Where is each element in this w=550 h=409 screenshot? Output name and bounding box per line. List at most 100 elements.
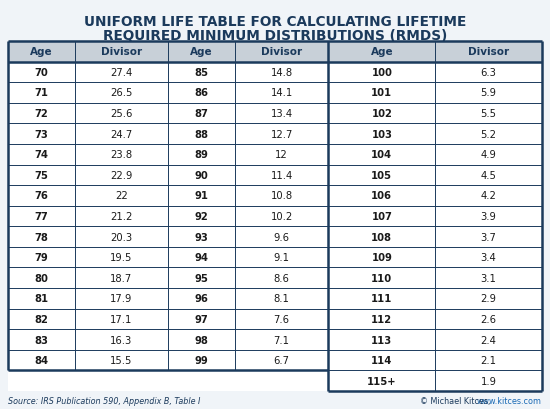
Bar — [235, 227, 328, 247]
Bar — [75, 206, 168, 227]
Bar — [435, 247, 542, 268]
Text: 9.6: 9.6 — [274, 232, 290, 242]
Text: 93: 93 — [195, 232, 208, 242]
Bar — [75, 371, 168, 391]
Text: 2.4: 2.4 — [481, 335, 497, 345]
Bar — [168, 268, 235, 288]
Text: 72: 72 — [35, 109, 48, 119]
Bar — [235, 83, 328, 103]
Bar — [235, 124, 328, 145]
Text: 79: 79 — [35, 253, 48, 263]
Text: 8.1: 8.1 — [274, 294, 290, 303]
Text: 111: 111 — [371, 294, 393, 303]
Bar — [75, 165, 168, 186]
Bar — [235, 247, 328, 268]
Text: 80: 80 — [35, 273, 48, 283]
Text: 24.7: 24.7 — [111, 129, 133, 139]
Text: Age: Age — [30, 47, 53, 57]
Text: © Michael Kitces,: © Michael Kitces, — [420, 397, 493, 405]
Bar — [168, 124, 235, 145]
Bar — [168, 309, 235, 329]
Bar — [328, 309, 435, 329]
Bar — [435, 103, 542, 124]
Text: 90: 90 — [195, 171, 208, 180]
Text: 77: 77 — [35, 211, 48, 221]
Bar — [328, 103, 435, 124]
Text: UNIFORM LIFE TABLE FOR CALCULATING LIFETIME: UNIFORM LIFE TABLE FOR CALCULATING LIFET… — [84, 15, 466, 29]
Text: 85: 85 — [195, 68, 208, 78]
Bar — [435, 350, 542, 371]
Text: 113: 113 — [371, 335, 392, 345]
Text: 109: 109 — [371, 253, 392, 263]
Text: 22: 22 — [115, 191, 128, 201]
Bar — [8, 268, 75, 288]
Text: 112: 112 — [371, 314, 392, 324]
Bar — [235, 329, 328, 350]
Bar — [328, 206, 435, 227]
Text: 78: 78 — [35, 232, 48, 242]
Text: 82: 82 — [35, 314, 48, 324]
Text: 4.9: 4.9 — [481, 150, 497, 160]
Bar — [75, 124, 168, 145]
Text: www.kitces.com: www.kitces.com — [477, 397, 542, 405]
Bar — [328, 83, 435, 103]
Text: 2.9: 2.9 — [481, 294, 497, 303]
Text: 9.1: 9.1 — [274, 253, 290, 263]
Bar — [235, 165, 328, 186]
Text: 81: 81 — [34, 294, 48, 303]
Text: Source: IRS Publication 590, Appendix B, Table I: Source: IRS Publication 590, Appendix B,… — [8, 397, 200, 405]
Bar — [8, 309, 75, 329]
Bar — [235, 186, 328, 206]
Bar — [75, 350, 168, 371]
Bar — [8, 165, 75, 186]
Text: 83: 83 — [35, 335, 48, 345]
Bar — [435, 268, 542, 288]
Bar — [8, 83, 75, 103]
Bar — [75, 288, 168, 309]
Bar — [435, 288, 542, 309]
Bar — [328, 371, 435, 391]
Bar — [435, 83, 542, 103]
Bar — [235, 288, 328, 309]
Text: 12.7: 12.7 — [271, 129, 293, 139]
Text: 7.1: 7.1 — [274, 335, 290, 345]
Bar — [435, 42, 542, 63]
Text: 14.8: 14.8 — [271, 68, 293, 78]
Bar — [75, 186, 168, 206]
Text: 3.1: 3.1 — [481, 273, 497, 283]
Text: Divisor: Divisor — [101, 47, 142, 57]
Text: 3.9: 3.9 — [481, 211, 497, 221]
Text: 23.8: 23.8 — [111, 150, 133, 160]
Text: 8.6: 8.6 — [274, 273, 290, 283]
Bar — [75, 63, 168, 83]
Text: 106: 106 — [371, 191, 392, 201]
Text: 86: 86 — [195, 88, 208, 98]
Bar — [435, 206, 542, 227]
Bar — [168, 288, 235, 309]
Bar — [75, 309, 168, 329]
Bar — [235, 206, 328, 227]
Text: 105: 105 — [371, 171, 392, 180]
Bar — [168, 350, 235, 371]
Text: 15.5: 15.5 — [111, 355, 133, 365]
Text: 98: 98 — [195, 335, 208, 345]
Bar — [75, 83, 168, 103]
Bar — [8, 145, 75, 165]
Bar — [435, 186, 542, 206]
Bar — [8, 329, 75, 350]
Text: 96: 96 — [195, 294, 208, 303]
Text: 7.6: 7.6 — [274, 314, 290, 324]
Bar — [168, 63, 235, 83]
Text: 18.7: 18.7 — [111, 273, 133, 283]
Text: 94: 94 — [195, 253, 208, 263]
Bar — [75, 329, 168, 350]
Text: 75: 75 — [35, 171, 48, 180]
Bar — [435, 124, 542, 145]
Text: 5.2: 5.2 — [481, 129, 497, 139]
Bar — [168, 371, 235, 391]
Bar — [8, 42, 75, 63]
Bar — [168, 145, 235, 165]
Bar — [328, 329, 435, 350]
Bar — [8, 186, 75, 206]
Bar — [75, 247, 168, 268]
